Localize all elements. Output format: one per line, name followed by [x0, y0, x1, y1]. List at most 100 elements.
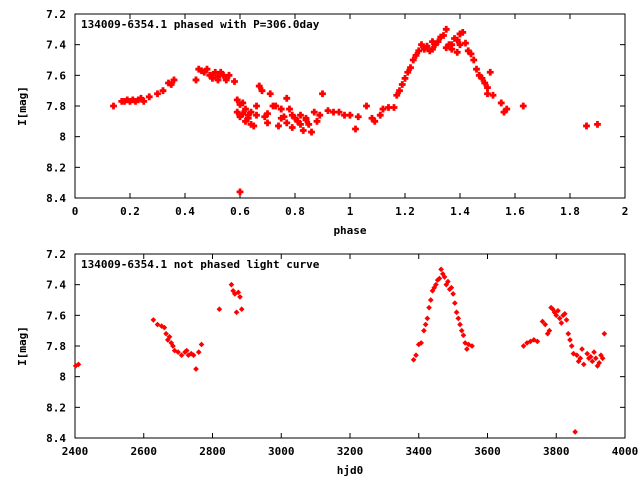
data-point [283, 94, 291, 102]
data-point [195, 349, 202, 355]
data-point [376, 111, 384, 119]
data-point [154, 321, 161, 328]
data-point [188, 350, 195, 357]
data-point [214, 73, 222, 81]
data-point [574, 352, 580, 359]
plot-title: 134009-6354.1 not phased light curve [81, 258, 320, 271]
x-tick-label: 3400 [406, 445, 433, 458]
phased-light-curve-panel: 0 0.2 0.4 0.6 0.8 1 1.2 1.4 1.6 1.8 2 7.2 7.4 7.6 7.8 8… [16, 8, 628, 237]
data-point [434, 38, 442, 45]
data-point [445, 278, 451, 285]
y-tick-label: 8 [59, 131, 66, 144]
data-point [280, 113, 288, 121]
data-point [583, 122, 590, 130]
data-point [589, 358, 596, 365]
data-point [396, 87, 403, 95]
y-axis-title: I[mag] [16, 86, 29, 126]
data-point [183, 347, 190, 354]
data-point [272, 102, 280, 110]
data-point [200, 68, 208, 76]
x-tick-label: 1 [347, 205, 354, 218]
data-point [275, 122, 282, 130]
data-point [258, 87, 266, 95]
data-point [438, 266, 444, 273]
data-point [584, 350, 591, 357]
data-point [363, 102, 370, 110]
y-tick-label: 8.4 [46, 192, 66, 205]
y-tick-label: 7.6 [46, 69, 66, 82]
data-point [371, 117, 379, 125]
data-point [401, 75, 409, 82]
data-point [546, 327, 553, 334]
y-tick-label: 7.6 [46, 309, 66, 322]
data-point [440, 32, 447, 39]
data-point [519, 102, 527, 110]
data-point [316, 111, 324, 119]
y-tick-label: 7.2 [46, 8, 66, 21]
plot-title: 134009-6354.1 phased with P=306.0day [81, 18, 320, 31]
data-point [166, 333, 173, 340]
x-tick-label: 2600 [131, 445, 158, 458]
data-point [154, 90, 161, 98]
data-point [404, 68, 412, 76]
data-point [426, 304, 432, 311]
data-point [450, 291, 456, 297]
data-point [555, 307, 561, 314]
data-point [239, 99, 247, 107]
data-point [170, 76, 178, 84]
data-point [481, 79, 489, 87]
data-point [235, 289, 242, 296]
data-point [264, 110, 271, 118]
data-point [110, 102, 117, 110]
data-point [216, 306, 223, 313]
data-point [310, 108, 318, 116]
data-point [175, 349, 181, 355]
data-point [542, 321, 549, 328]
data-point [150, 317, 157, 323]
data-point [242, 105, 249, 113]
data-point [302, 114, 310, 122]
x-tick-label: 0.2 [120, 205, 140, 218]
data-point [473, 65, 480, 73]
data-point [297, 121, 304, 128]
data-point [448, 41, 456, 49]
plot-frame [74, 13, 626, 199]
data-point [448, 284, 455, 291]
data-point [567, 337, 573, 343]
data-point [539, 318, 546, 325]
data-point [455, 315, 462, 322]
data-point [319, 90, 326, 98]
unphased-light-curve-panel: 2400 2600 2800 3000 3200 3400 3600 3800 4000 7.2 7… [16, 248, 638, 477]
data-point [601, 330, 608, 337]
data-point [167, 81, 175, 88]
data-point [556, 315, 563, 322]
data-point [464, 346, 470, 352]
y-tick-label: 8.2 [46, 401, 66, 414]
data-point [222, 76, 230, 84]
data-point [579, 346, 585, 352]
data-point [398, 81, 406, 88]
data-point [424, 315, 431, 322]
data-point [553, 312, 560, 319]
data-point [253, 102, 260, 110]
data-point [418, 340, 424, 346]
data-point [453, 48, 461, 56]
x-tick-label: 2800 [199, 445, 226, 458]
data-point [453, 309, 460, 316]
data-point [453, 36, 461, 44]
data-point [563, 317, 570, 323]
data-point [467, 50, 475, 58]
data-point [308, 128, 315, 136]
data-point [379, 105, 387, 113]
data-point [486, 68, 494, 76]
data-point [198, 341, 205, 348]
data-point [470, 56, 478, 64]
y-axis-title: I[mag] [16, 326, 29, 366]
x-tick-label: 1.8 [560, 205, 580, 218]
data-point [458, 327, 465, 334]
data-point [244, 114, 252, 122]
x-tick-label: 0.8 [285, 205, 305, 218]
data-point [277, 105, 285, 113]
data-point [413, 352, 419, 359]
x-tick-label: 1.6 [505, 205, 525, 218]
